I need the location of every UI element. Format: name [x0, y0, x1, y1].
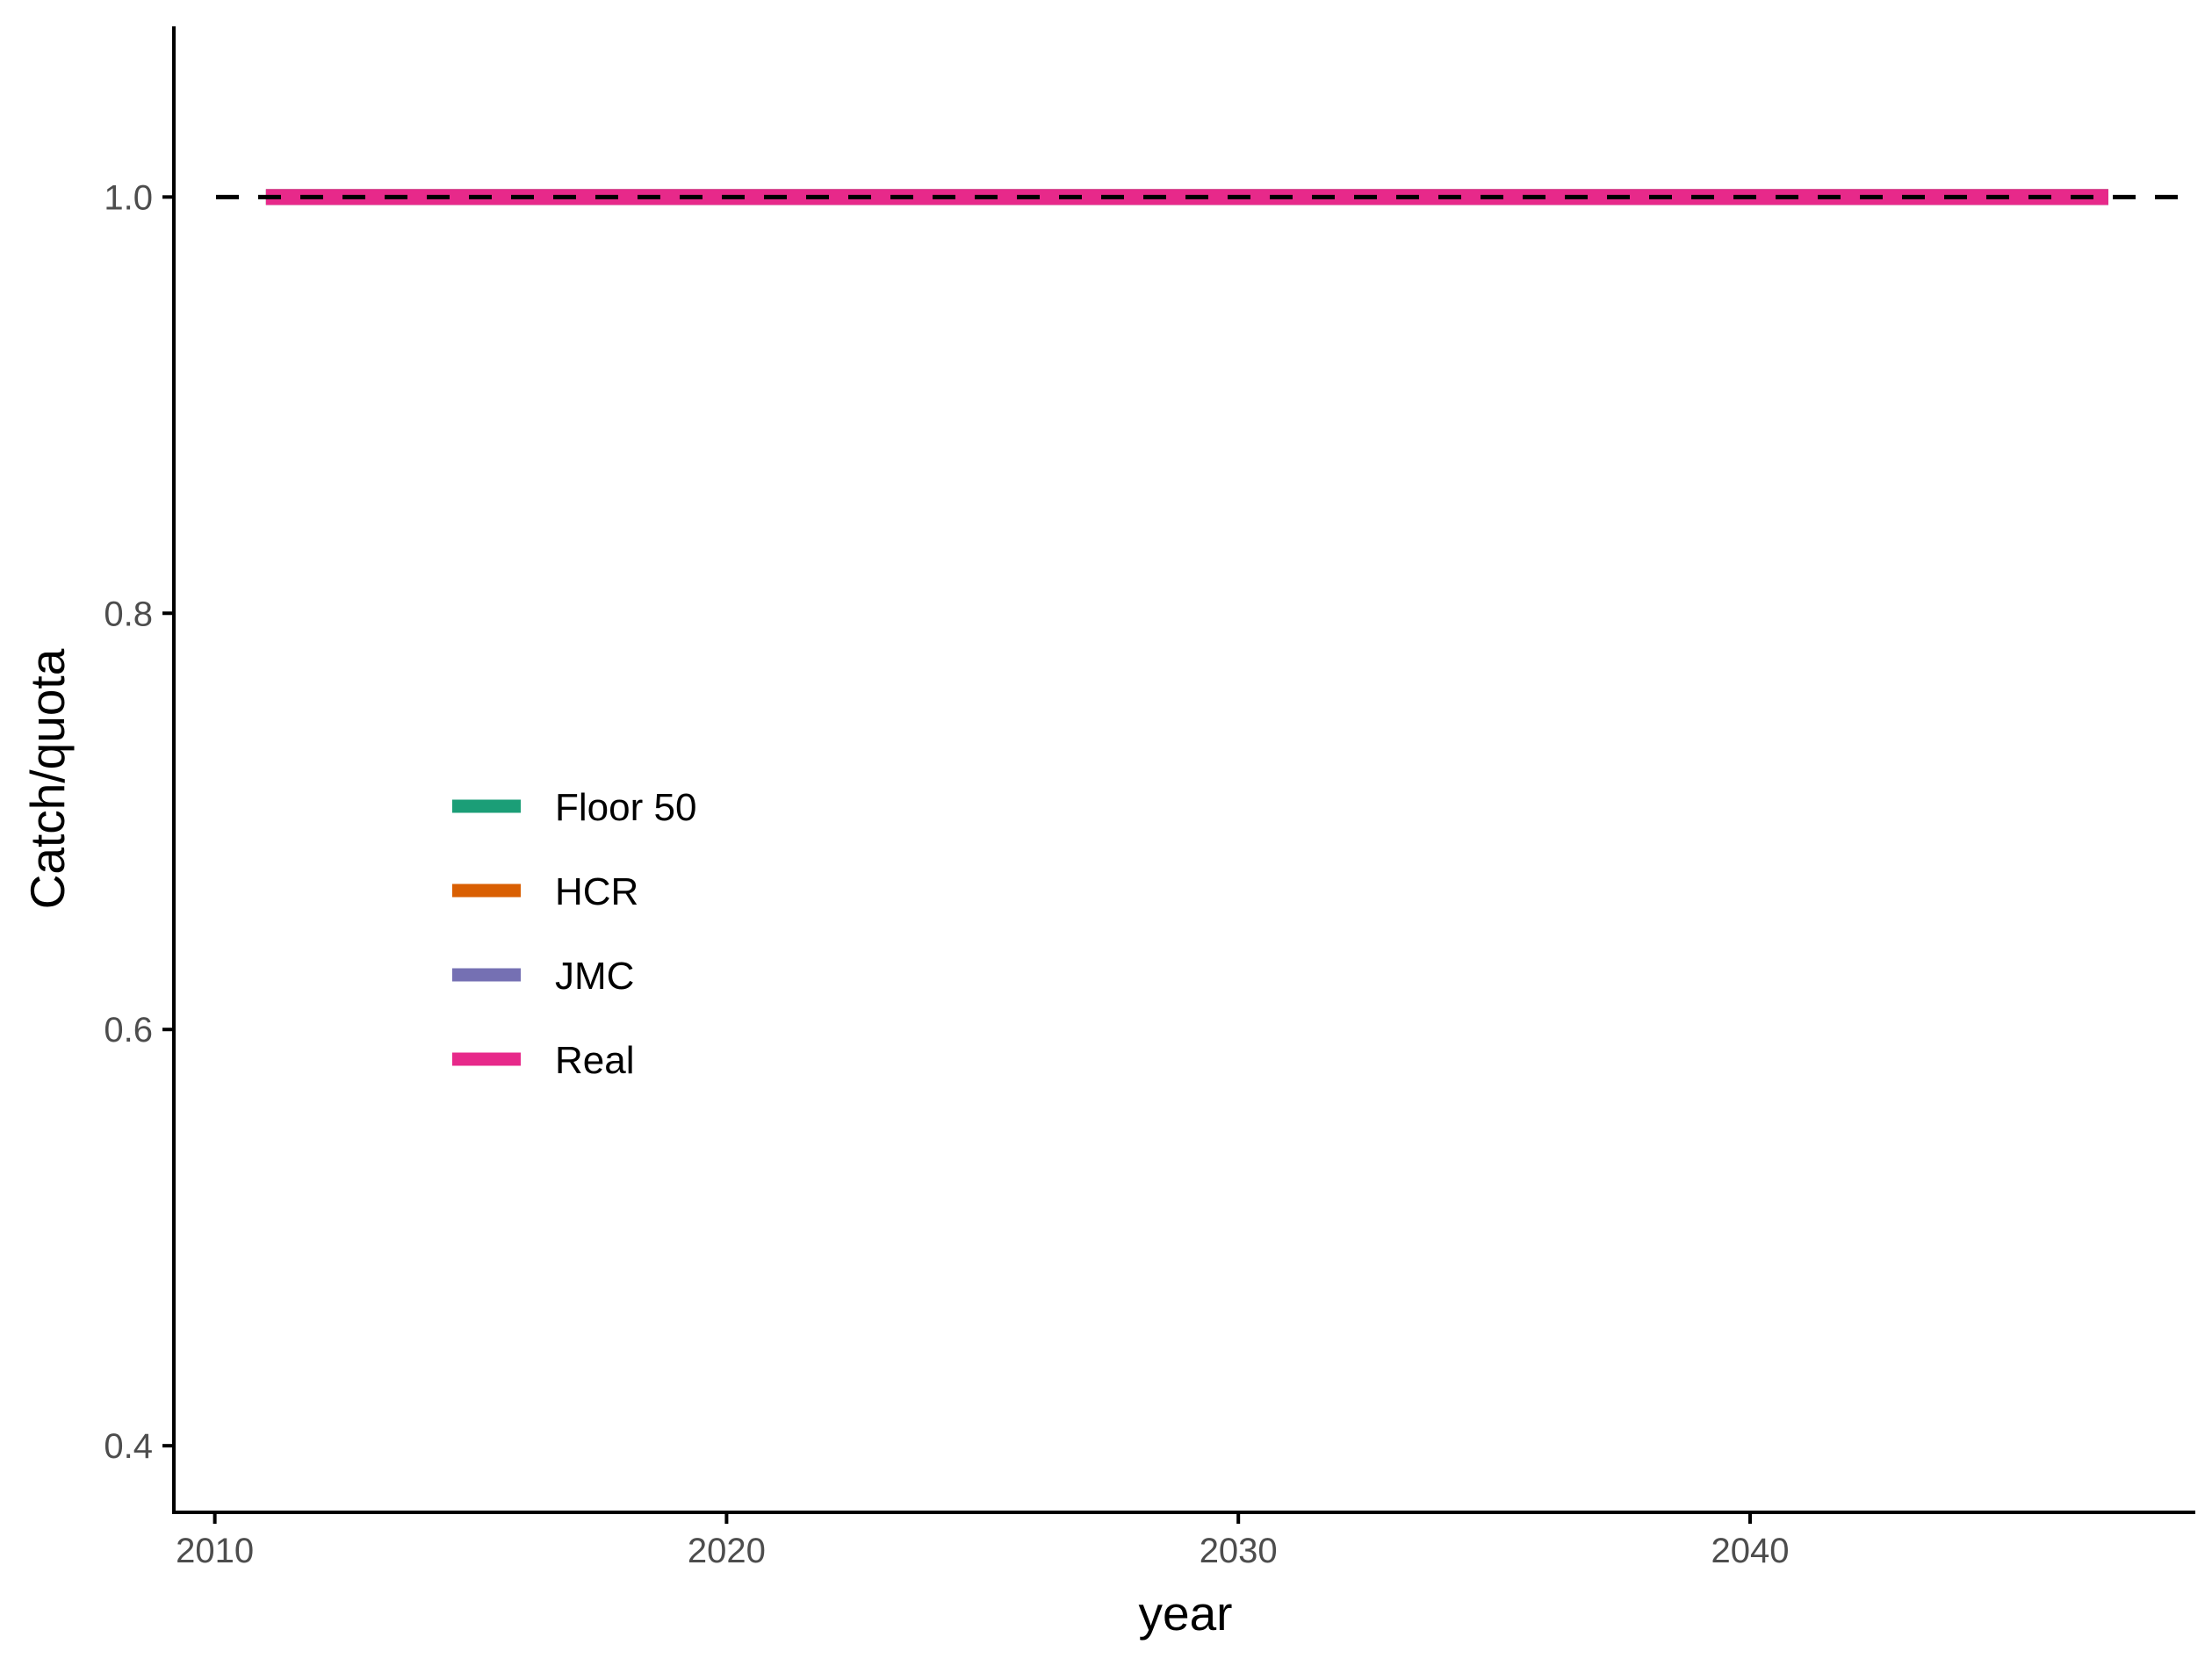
legend-label-jmc: JMC: [555, 955, 634, 998]
x-tick-label: 2030: [1200, 1532, 1278, 1570]
y-tick-label: 0.8: [104, 595, 153, 633]
x-axis-title: year: [1139, 1586, 1233, 1641]
y-axis-title: Catch/quota: [20, 648, 75, 909]
legend-label-real: Real: [555, 1039, 635, 1082]
x-tick-label: 2020: [688, 1532, 766, 1570]
y-tick-label: 1.0: [104, 178, 153, 217]
x-ticks: 2010 2020 2030 2040: [176, 1512, 1789, 1570]
y-ticks: 0.4 0.6 0.8 1.0: [104, 178, 174, 1466]
legend: Floor 50 HCR JMC Real: [452, 786, 696, 1082]
y-tick-label: 0.6: [104, 1011, 153, 1049]
x-tick-label: 2010: [176, 1532, 254, 1570]
x-tick-label: 2040: [1711, 1532, 1789, 1570]
legend-label-hcr: HCR: [555, 870, 638, 913]
legend-label-floor-50: Floor 50: [555, 786, 696, 829]
y-tick-label: 0.4: [104, 1427, 153, 1466]
